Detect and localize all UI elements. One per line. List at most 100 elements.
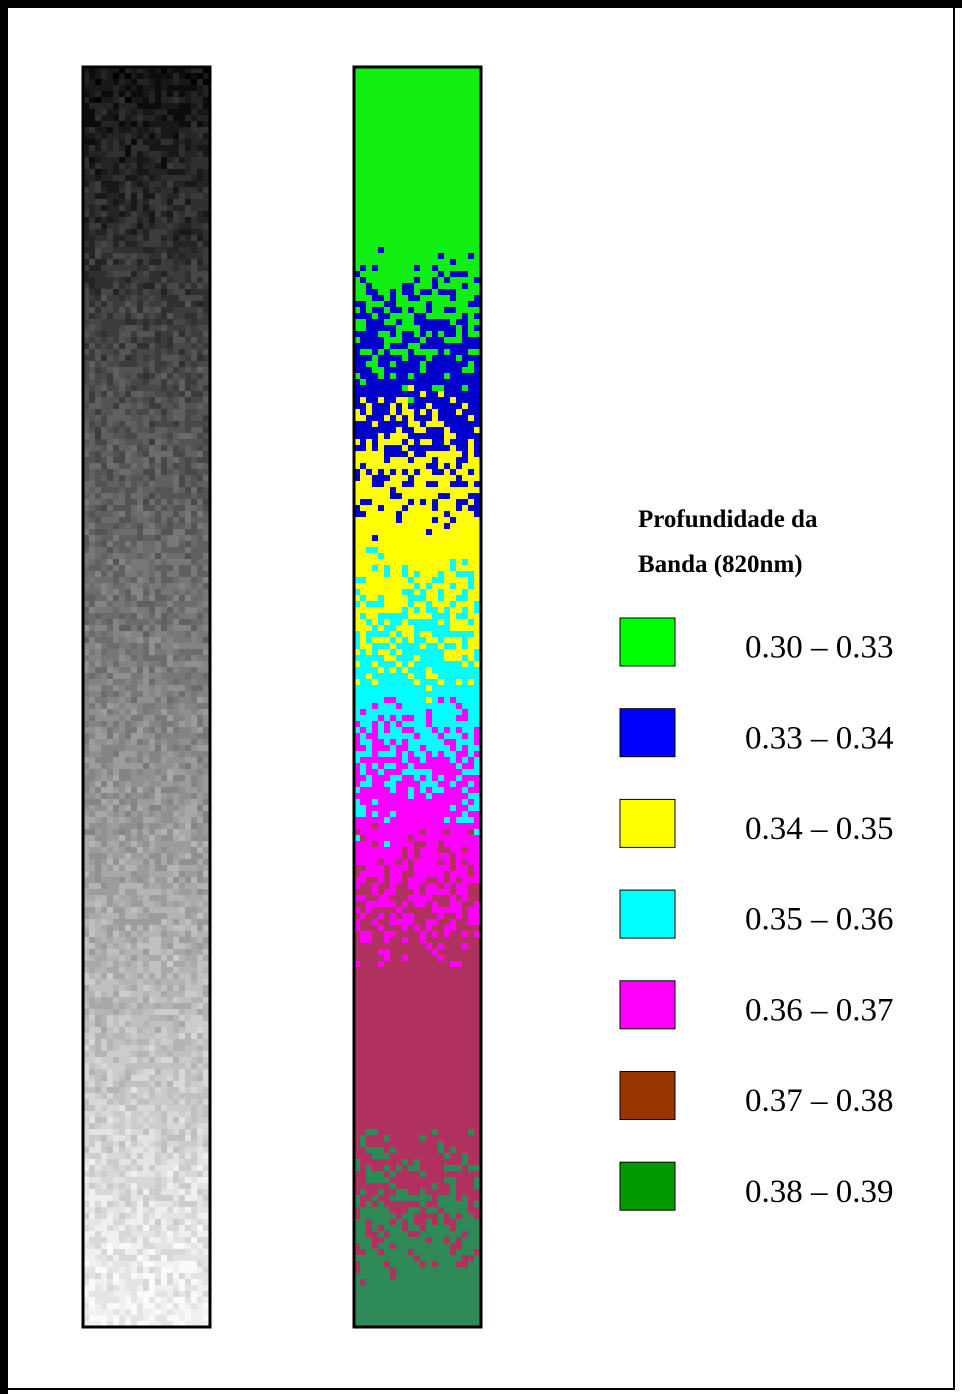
gray-cell (143, 457, 150, 464)
class-cell (444, 1219, 457, 1226)
gray-cell (137, 121, 144, 128)
gray-cell (131, 259, 138, 266)
class-cell (462, 913, 469, 920)
gray-cell (155, 1135, 162, 1142)
class-cell (462, 727, 475, 734)
gray-cell (143, 595, 150, 602)
class-cell (468, 1195, 481, 1202)
class-cell (456, 919, 469, 926)
gray-cell (95, 1081, 102, 1088)
gray-cell (197, 529, 204, 536)
class-cell (450, 1237, 457, 1244)
class-cell (372, 409, 391, 416)
gray-cell (173, 1195, 180, 1202)
class-cell (360, 721, 373, 728)
gray-cell (137, 133, 144, 140)
gray-cell (179, 973, 192, 980)
gray-cell (119, 595, 126, 602)
gray-cell (137, 1117, 144, 1124)
gray-cell (179, 187, 198, 194)
gray-cell (125, 319, 138, 326)
class-cell (354, 1063, 481, 1070)
gray-cell (113, 679, 126, 686)
class-cell (414, 1219, 427, 1226)
class-cell (420, 589, 427, 596)
gray-cell (89, 1141, 96, 1148)
gray-cell (107, 337, 114, 344)
gray-cell (125, 859, 144, 866)
gray-cell (101, 535, 114, 542)
gray-cell (173, 649, 180, 656)
gray-cell (89, 565, 102, 572)
gray-cell (149, 739, 156, 746)
gray-cell (89, 373, 96, 380)
gray-cell (167, 607, 174, 614)
class-cell (438, 595, 445, 602)
gray-cell (101, 79, 114, 86)
gray-cell (107, 973, 114, 980)
class-cell (432, 409, 439, 416)
gray-cell (119, 799, 126, 806)
gray-cell (89, 163, 96, 170)
gray-cell (137, 1159, 156, 1166)
gray-cell (131, 811, 138, 818)
gray-cell (179, 331, 186, 338)
gray-cell (185, 553, 192, 560)
gray-cell (155, 793, 162, 800)
gray-cell (137, 241, 144, 248)
gray-cell (131, 79, 138, 86)
class-cell (468, 271, 481, 278)
gray-cell (95, 505, 102, 512)
gray-cell (107, 187, 120, 194)
class-cell (450, 565, 457, 572)
gray-cell (149, 895, 168, 902)
gray-cell (149, 991, 162, 998)
class-cell (402, 901, 409, 908)
class-cell (450, 871, 469, 878)
class-cell (432, 793, 469, 800)
class-cell (456, 1189, 481, 1196)
gray-cell (101, 691, 108, 698)
class-cell (402, 511, 445, 518)
gray-cell (137, 259, 144, 266)
gray-cell (119, 1021, 126, 1028)
class-cell (366, 307, 373, 314)
gray-cell (95, 433, 102, 440)
gray-cell (173, 139, 180, 146)
gray-cell (155, 979, 162, 986)
gray-cell (191, 271, 210, 278)
gray-cell (89, 97, 96, 104)
class-cell (366, 1201, 373, 1208)
gray-cell (107, 415, 132, 422)
gray-cell (131, 805, 138, 812)
gray-cell (119, 1243, 132, 1250)
class-cell (354, 157, 481, 164)
class-cell (450, 757, 457, 764)
gray-cell (107, 595, 114, 602)
gray-cell (125, 433, 138, 440)
gray-cell (191, 127, 210, 134)
class-cell (432, 925, 445, 932)
class-cell (354, 1111, 481, 1118)
gray-cell (197, 349, 204, 356)
gray-cell (119, 1141, 126, 1148)
gray-cell (197, 1249, 204, 1256)
class-cell (468, 301, 481, 308)
gray-cell (143, 241, 162, 248)
gray-cell (125, 1099, 132, 1106)
gray-cell (113, 277, 120, 284)
class-cell (420, 337, 427, 344)
class-cell (468, 895, 481, 902)
gray-cell (113, 523, 120, 530)
gray-cell (137, 571, 144, 578)
class-cell (384, 871, 391, 878)
gray-cell (89, 967, 96, 974)
gray-cell (185, 1171, 198, 1178)
gray-cell (149, 793, 156, 800)
gray-cell (143, 1225, 150, 1232)
class-cell (378, 913, 385, 920)
gray-cell (167, 685, 186, 692)
gray-cell (119, 85, 126, 92)
gray-cell (155, 439, 162, 446)
gray-cell (161, 511, 174, 518)
